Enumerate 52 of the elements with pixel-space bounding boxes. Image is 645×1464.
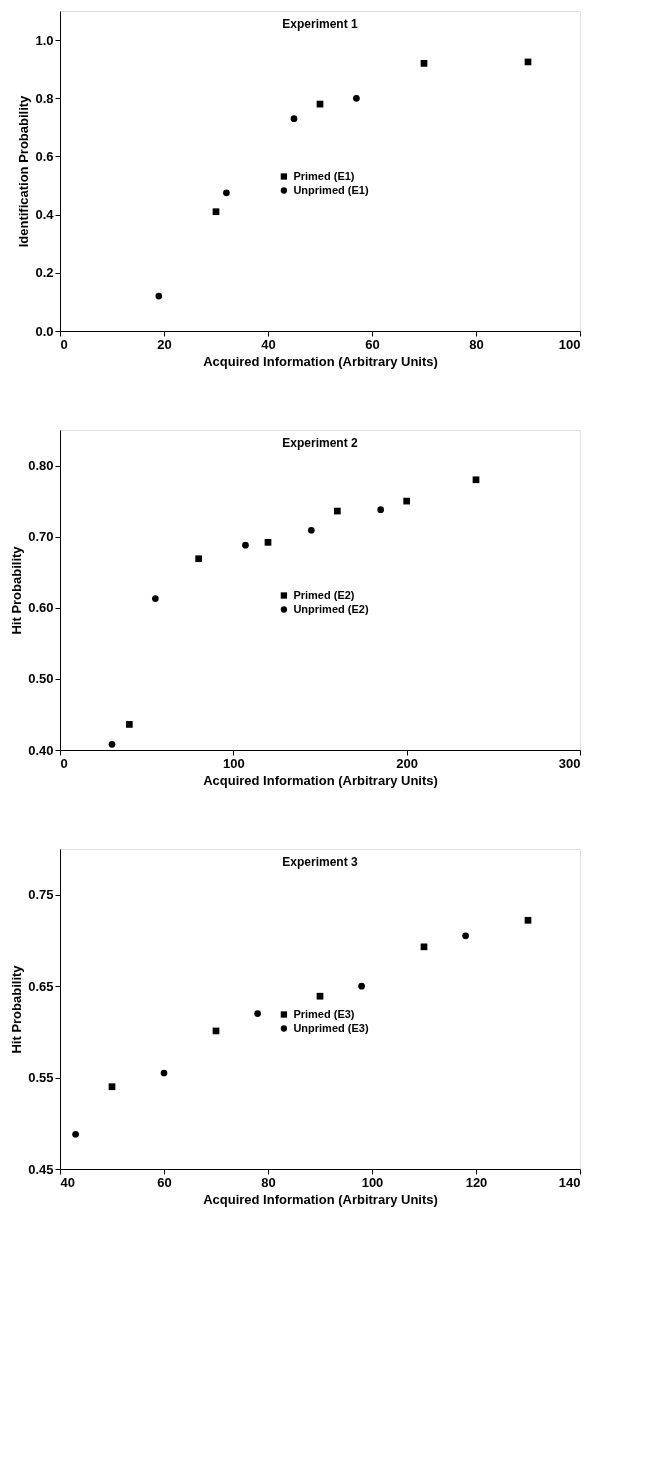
x-tick-label: 0: [60, 755, 68, 771]
y-tick-label: 0.65: [28, 978, 54, 994]
y-tick-label: 0.0: [35, 323, 54, 339]
x-tick-label: 300: [558, 755, 581, 771]
y-tick-label: 0.45: [28, 1161, 54, 1177]
point: [290, 115, 298, 122]
x-tick-label: 0: [60, 336, 68, 352]
x-tick-label: 20: [157, 336, 172, 352]
x-tick-label: 120: [465, 1174, 488, 1190]
x-tick-label: 40: [261, 336, 276, 352]
legend-label: Unprimed (E3): [293, 1021, 369, 1034]
x-tick-label: 200: [396, 755, 419, 771]
legend-label: Primed (E1): [293, 169, 355, 182]
chart-title: Experiment 2: [282, 436, 358, 450]
legend-label: Primed (E2): [293, 588, 355, 601]
x-axis-title: Acquired Information (Arbitrary Units): [203, 1191, 438, 1207]
y-tick-label: 0.8: [35, 90, 54, 106]
y-axis-title: Hit Probability: [9, 964, 25, 1054]
y-tick-label: 0.2: [35, 265, 54, 281]
x-tick-label: 100: [558, 336, 581, 352]
x-tick-label: 60: [157, 1174, 172, 1190]
legend-label: Unprimed (E2): [293, 602, 369, 615]
y-tick-label: 0.55: [28, 1070, 54, 1086]
x-axis-title: Acquired Information (Arbitrary Units): [203, 353, 438, 369]
x-axis-title: Acquired Information (Arbitrary Units): [203, 772, 438, 788]
legend-label: Primed (E3): [293, 1007, 355, 1020]
x-tick-label: 80: [469, 336, 484, 352]
y-tick-label: 0.80: [28, 458, 54, 474]
y-tick-label: 0.75: [28, 887, 54, 903]
y-tick-label: 0.6: [35, 148, 54, 164]
y-tick-label: 0.40: [28, 742, 54, 758]
x-tick-label: 40: [60, 1174, 75, 1190]
y-axis-title: Hit Probability: [9, 545, 25, 635]
point: [155, 292, 163, 300]
x-tick-label: 60: [365, 336, 380, 352]
point: [353, 94, 360, 102]
x-tick-label: 80: [261, 1174, 276, 1190]
x-tick-label: 140: [558, 1174, 581, 1190]
y-tick-label: 0.4: [35, 207, 55, 223]
legend-label: Unprimed (E1): [293, 183, 369, 196]
y-tick-label: 0.70: [28, 529, 54, 545]
text: Experiment 1: [282, 17, 358, 31]
y-tick-label: 0.50: [28, 671, 54, 687]
y-axis-title: Identification Probability: [16, 94, 32, 248]
text: Experiment 3: [282, 855, 358, 869]
point: [420, 60, 428, 67]
x-tick-label: 100: [361, 1174, 384, 1190]
point: [223, 189, 230, 197]
point: [212, 208, 220, 216]
x-tick-label: 100: [222, 755, 245, 771]
y-tick-label: 1.0: [35, 32, 54, 48]
y-tick-label: 0.60: [28, 600, 54, 616]
